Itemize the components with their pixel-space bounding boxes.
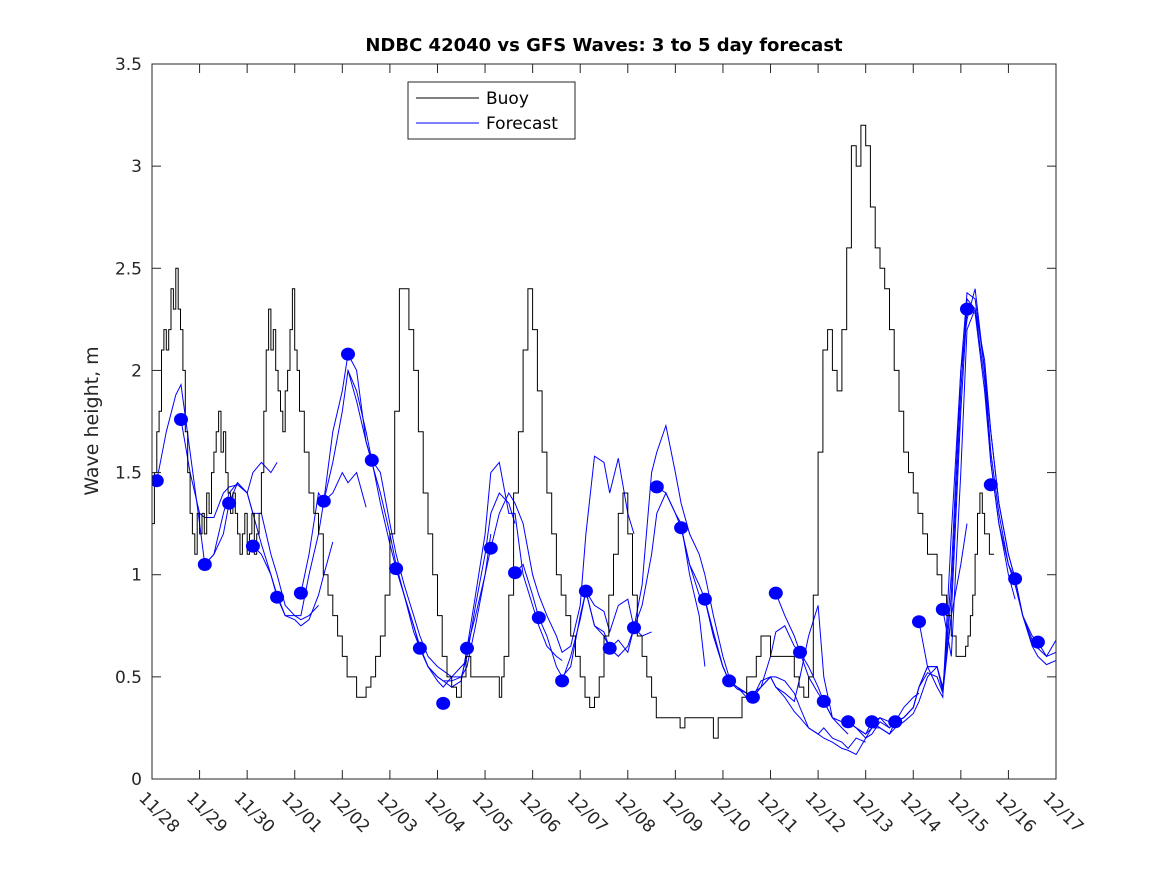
forecast-point [768,586,783,600]
forecast-point [245,539,260,553]
forecast-point [649,480,664,494]
forecast-trace [300,352,468,688]
y-tick-label: 3.5 [115,55,142,75]
forecast-trace [585,491,706,667]
forecast-point [531,611,546,625]
forecast-point [364,453,379,467]
forecast-point [722,674,737,688]
legend-box [407,81,576,140]
buoy-line [152,124,995,739]
forecast-point [412,641,427,655]
plot-area [152,124,1056,756]
forecast-point [578,584,593,598]
forecast-point [983,478,998,492]
forecast-point [1030,635,1045,649]
axes-box [151,63,1057,780]
y-tick-label: 1 [131,566,142,586]
forecast-trace [252,471,367,617]
forecast-point [793,645,807,659]
forecast-point [602,641,617,655]
y-tick-label: 1.5 [115,464,142,484]
forecast-point [270,590,285,604]
y-axis-label: Wave height, m [81,346,103,495]
forecast-point [174,413,188,426]
forecast-point [483,541,498,555]
y-tick-label: 0.5 [115,668,142,688]
forecast-point [935,602,950,616]
y-tick-label: 3 [131,157,142,177]
forecast-point [1008,572,1023,586]
forecast-point [222,496,237,510]
forecast-point [555,674,570,688]
forecast-point [316,494,331,508]
forecast-point [745,690,760,704]
y-tick-label: 2.5 [115,259,142,279]
forecast-point [888,715,903,729]
forecast-point [436,696,451,710]
y-tick-label: 2 [131,361,142,381]
forecast-point [697,592,712,606]
forecast-trace [942,307,1056,666]
forecast-point [864,715,879,729]
forecast-point [912,615,926,629]
forecast-point [508,566,522,580]
forecast-point [197,558,212,571]
forecast-trace [466,455,635,654]
legend: Buoy Forecast [407,81,576,140]
forecast-trace [156,383,278,566]
forecast-point [460,641,474,655]
buoy-series [152,124,995,739]
forecast-trace [680,527,849,735]
forecast-point [960,302,974,316]
forecast-point [389,562,404,576]
legend-buoy-label: Buoy [486,89,529,109]
y-tick-label: 0 [131,770,142,790]
forecast-point [674,521,689,535]
forecast-point [293,586,308,600]
forecast-point [841,715,856,729]
forecast-point [816,694,831,708]
forecast-point [152,474,164,488]
forecast-point [627,621,641,635]
y-axis: 0 0.5 1 1.5 2 2.5 3 3.5 [115,55,1056,790]
forecast-trace [323,368,492,678]
forecast-dots [152,302,1045,729]
legend-forecast-label: Forecast [486,114,558,134]
chart-title: NDBC 42040 vs GFS Waves: 3 to 5 day fore… [365,35,843,56]
forecast-point [341,347,355,361]
